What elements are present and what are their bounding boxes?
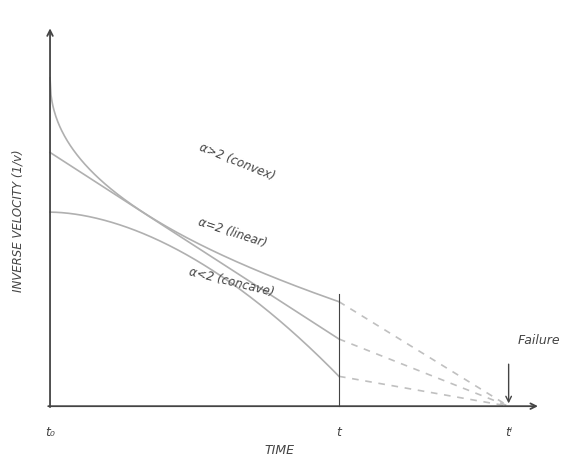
Text: Failure: Failure: [518, 334, 560, 347]
Text: t: t: [336, 425, 342, 438]
Text: TIME: TIME: [265, 444, 294, 457]
Text: INVERSE VELOCITY (1/v): INVERSE VELOCITY (1/v): [11, 149, 25, 291]
Text: α>2 (convex): α>2 (convex): [197, 141, 277, 183]
Text: α<2 (concave): α<2 (concave): [188, 265, 276, 298]
Text: tⁱ: tⁱ: [505, 425, 512, 438]
Text: α=2 (linear): α=2 (linear): [197, 216, 269, 250]
Text: t₀: t₀: [45, 425, 55, 438]
